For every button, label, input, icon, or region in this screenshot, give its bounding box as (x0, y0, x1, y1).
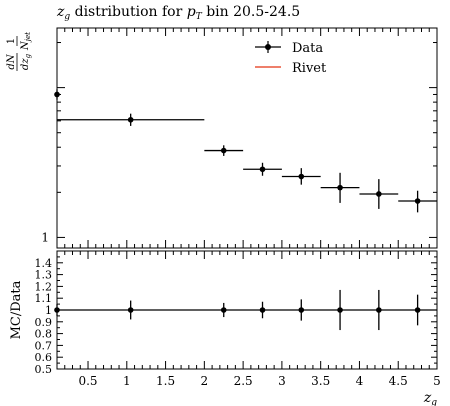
legend-entry-rivet: Rivet (255, 61, 327, 76)
x-tick-label: 3.5 (311, 374, 330, 388)
ratio-point (376, 289, 382, 331)
ratio-marker (259, 307, 266, 313)
ratio-panel-frame (56, 250, 438, 370)
x-tick-label: 2 (201, 374, 209, 388)
main-data-points (54, 89, 437, 213)
data-marker (127, 116, 134, 123)
ratio-y-tick-label: 1.4 (35, 257, 53, 270)
svg-text:1: 1 (6, 38, 17, 44)
data-point (57, 113, 205, 126)
svg-text:dzg: dzg (20, 53, 32, 70)
ratio-marker (337, 307, 343, 313)
ratio-y-tick-label: 1 (45, 304, 52, 317)
ratio-point (298, 299, 305, 321)
ratio-point (220, 302, 227, 318)
data-marker (259, 166, 266, 173)
ratio-panel-ticks: 0.50.60.70.80.911.11.21.31.40.5 1 1.5 2 2.5 3… (35, 250, 441, 388)
svg-text:dN: dN (6, 53, 17, 69)
ratio-marker (127, 307, 134, 313)
ratio-point (414, 294, 421, 326)
data-marker (220, 147, 227, 154)
ratio-y-tick-label: 0.6 (35, 351, 53, 364)
legend-entry-data: Data (255, 41, 323, 56)
main-panel-frame (56, 27, 438, 249)
ratio-y-tick-label: 0.9 (35, 316, 53, 329)
ratio-data-points (54, 289, 421, 331)
data-marker (376, 191, 382, 197)
ratio-y-tick-label: 1.3 (35, 269, 53, 282)
ratio-marker (298, 307, 305, 313)
x-tick-label: 4 (356, 374, 364, 388)
ratio-y-axis-label: MC/Data (9, 280, 24, 339)
ratio-marker (414, 307, 421, 313)
x-tick-label: 5 (433, 374, 441, 388)
ratio-point (259, 301, 266, 319)
data-point (281, 168, 321, 185)
data-point (243, 162, 282, 176)
legend-label-data: Data (292, 41, 323, 56)
plot-title: zg distribution for pT bin 20.5-24.5 (56, 4, 300, 22)
data-marker (298, 173, 305, 180)
data-marker (337, 184, 343, 191)
ratio-y-tick-label: 1.2 (35, 280, 53, 293)
data-marker (414, 198, 421, 204)
ratio-y-tick-label: 0.7 (35, 339, 53, 352)
ratio-marker (376, 307, 382, 313)
x-tick-label: 1.5 (156, 374, 175, 388)
legend-label-rivet: Rivet (292, 61, 327, 76)
x-tick-label: 2.5 (234, 374, 253, 388)
legend-data-marker (265, 44, 271, 50)
ratio-marker (220, 307, 227, 313)
x-tick-label: 1 (123, 374, 131, 388)
svg-text:Njet: Njet (20, 32, 32, 51)
x-axis-label: zg (423, 390, 437, 406)
ratio-point (127, 300, 134, 320)
data-point (398, 190, 437, 213)
main-y-tick-label: 1 (41, 230, 49, 244)
ratio-point (337, 289, 343, 331)
main-y-axis-label: 1 Njet dN dzg (6, 32, 32, 71)
x-tick-label: 3 (278, 374, 286, 388)
ratio-y-tick-label: 0.8 (35, 328, 53, 341)
data-point (320, 172, 360, 203)
data-point (204, 145, 244, 156)
data-point (359, 179, 399, 209)
x-tick-label: 0.5 (78, 374, 97, 388)
main-panel-ticks: 1 (41, 28, 438, 369)
ratio-y-tick-label: 1.1 (35, 292, 53, 305)
ratio-y-tick-label: 0.5 (35, 363, 53, 376)
legend: Data Rivet (255, 41, 327, 76)
x-tick-label: 4.5 (389, 374, 408, 388)
